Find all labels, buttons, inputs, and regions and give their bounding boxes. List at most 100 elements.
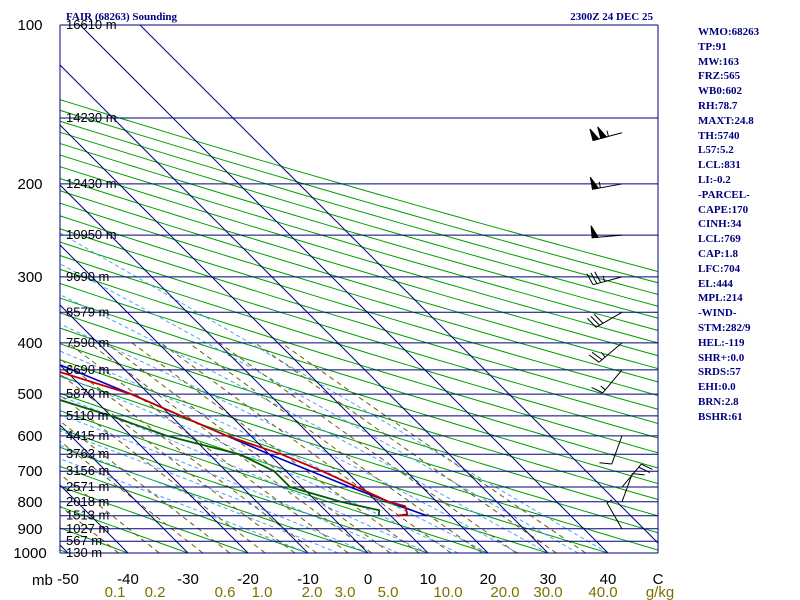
wind-barb bbox=[590, 225, 623, 239]
mixing-ratio-line bbox=[254, 342, 557, 554]
wind-barb-flag bbox=[589, 128, 600, 142]
stat-line: MW:163 bbox=[698, 55, 739, 68]
wind-barb bbox=[589, 126, 623, 142]
wind-barb-staff bbox=[598, 342, 623, 363]
isotherm-line bbox=[60, 364, 249, 554]
dry-adiabat-line bbox=[60, 428, 429, 554]
stat-line: EHI:0.0 bbox=[698, 381, 736, 394]
isotherm-line bbox=[60, 124, 489, 554]
stat-line: MAXT:24.8 bbox=[698, 114, 754, 127]
pressure-tick-label: 500 bbox=[17, 386, 42, 403]
wind-barb-feather bbox=[591, 351, 603, 361]
wind-barb-staff bbox=[606, 502, 623, 530]
profiles bbox=[60, 363, 427, 517]
stat-line: -WIND- bbox=[698, 307, 737, 320]
mixing-ratio-tick-label: g/kg bbox=[646, 584, 674, 600]
stat-line: LCL:831 bbox=[698, 159, 741, 172]
wind-barb-half-feather bbox=[598, 181, 601, 188]
mixing-ratio-tick-label: 2.0 bbox=[302, 584, 323, 600]
pressure-tick-label: 300 bbox=[17, 269, 42, 286]
isobars bbox=[59, 24, 659, 554]
wind-barb-staff bbox=[602, 369, 623, 394]
isotherm-line bbox=[139, 25, 658, 544]
temperature-tick-label: C bbox=[653, 571, 664, 588]
temperature-tick-label: -40 bbox=[117, 571, 139, 588]
pressure-tick-label: 600 bbox=[17, 428, 42, 445]
wind-barb-flag bbox=[597, 126, 608, 140]
dry-adiabats bbox=[60, 99, 658, 554]
temperature-tick-label: -20 bbox=[237, 571, 259, 588]
stat-line: LI:-0.2 bbox=[698, 173, 731, 186]
wind-barbs bbox=[586, 126, 653, 530]
wind-barb-feather bbox=[638, 466, 651, 473]
height-label: 3156 m bbox=[66, 463, 109, 478]
stat-line: TP:91 bbox=[698, 40, 727, 53]
wind-barb-half-feather bbox=[600, 352, 606, 358]
dry-adiabat-line bbox=[60, 465, 309, 554]
wind-barb bbox=[589, 177, 623, 190]
pressure-tick-label: 100 bbox=[17, 17, 42, 34]
wind-barb-flag bbox=[590, 225, 599, 239]
wind-barb bbox=[586, 271, 623, 286]
height-label: 1513 m bbox=[66, 508, 109, 523]
temperature-tick-label: 10 bbox=[420, 571, 437, 588]
mixing-ratio-tick-label: 0.1 bbox=[105, 584, 126, 600]
wind-barb-staff bbox=[592, 276, 623, 286]
wind-barb-flag bbox=[589, 177, 600, 190]
wind-barb bbox=[587, 311, 623, 328]
stat-line: CINH:34 bbox=[698, 218, 742, 231]
wind-barb-feather bbox=[641, 463, 653, 470]
height-label: 3763 m bbox=[66, 446, 109, 461]
moist-adiabat-line bbox=[60, 263, 579, 554]
mixing-ratio-line bbox=[160, 342, 452, 554]
mixing-ratio-tick-label: 1.0 bbox=[252, 584, 273, 600]
wind-barb-half-feather bbox=[600, 385, 606, 391]
pressure-tick-label: 900 bbox=[17, 521, 42, 538]
mixing-ratio-tick-label: 0.6 bbox=[215, 584, 236, 600]
moist-adiabat-line bbox=[60, 350, 489, 554]
wind-barb-half-feather bbox=[606, 499, 613, 504]
stability-indices-panel: WMO:68263 TP:91 MW:163 FRZ:565 WB0:602 RH:78.… bbox=[698, 25, 798, 425]
stat-line: BRN:2.8 bbox=[698, 395, 739, 408]
height-label: 9690 m bbox=[66, 269, 109, 284]
stat-line: FRZ:565 bbox=[698, 70, 741, 83]
height-label: 7590 m bbox=[66, 335, 109, 350]
wind-barb-half-feather bbox=[606, 130, 609, 137]
height-label: 14230 m bbox=[66, 110, 117, 125]
dry-adiabat-line bbox=[60, 268, 658, 454]
isotherm-line bbox=[0, 25, 8, 553]
stat-line: EL:444 bbox=[698, 277, 733, 290]
stat-line: LFC:704 bbox=[698, 262, 741, 275]
isotherm-line bbox=[79, 25, 609, 554]
sounding-time: 2300Z 24 DEC 25 bbox=[570, 11, 653, 23]
mixing-ratio-tick-label: 0.2 bbox=[145, 584, 166, 600]
wind-barb bbox=[599, 435, 623, 465]
stat-line: RH:78.7 bbox=[698, 99, 738, 112]
wind-barb-staff bbox=[611, 435, 623, 465]
mixing-ratio-tick-label: 3.0 bbox=[335, 584, 356, 600]
height-label: 5110 m bbox=[66, 408, 108, 423]
height-label: 130 m bbox=[66, 545, 102, 560]
wind-barb-feather bbox=[588, 354, 600, 363]
wind-barb bbox=[621, 463, 653, 488]
wind-barb bbox=[621, 473, 645, 503]
height-label: 2571 m bbox=[66, 479, 109, 494]
station-title: FAIR (68263) Sounding bbox=[66, 11, 178, 23]
wind-barb-feather bbox=[590, 316, 600, 326]
moist-adiabat-line bbox=[60, 458, 309, 554]
mixing-ratio-tick-label: 30.0 bbox=[533, 584, 562, 600]
isotherm-line bbox=[60, 424, 189, 554]
wind-barb-feather bbox=[599, 462, 612, 465]
mixing-ratio-tick-label: 10.0 bbox=[433, 584, 462, 600]
wind-barb-feather bbox=[590, 272, 598, 284]
height-label: 567 m bbox=[66, 533, 102, 548]
stat-line: CAP:1.8 bbox=[698, 247, 739, 260]
isotherm-line bbox=[60, 64, 549, 554]
stat-line: STM:282/9 bbox=[698, 321, 751, 334]
dry-adiabat-line bbox=[60, 446, 369, 554]
stat-line: L57:5.2 bbox=[698, 144, 734, 157]
moist-adiabat-line bbox=[60, 444, 339, 554]
parcel-trace-line bbox=[60, 363, 427, 517]
wind-barb-staff bbox=[621, 473, 633, 503]
